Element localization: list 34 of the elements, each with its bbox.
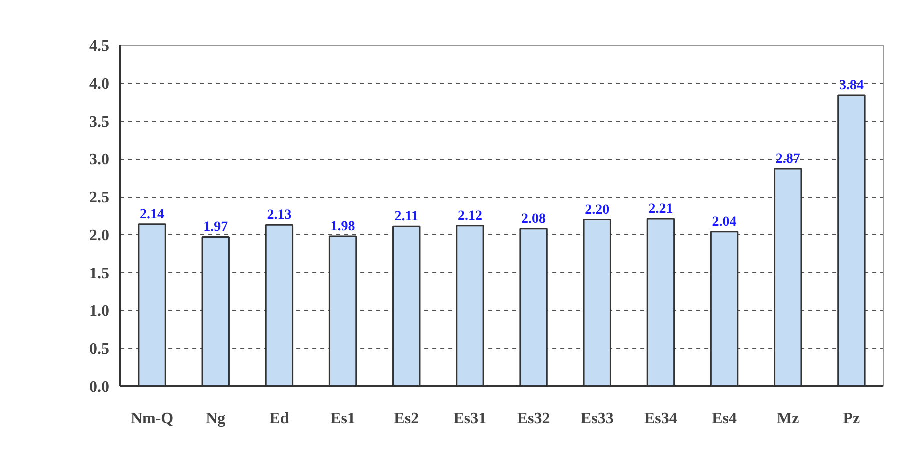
y-tick-label: 3.0 bbox=[90, 152, 110, 169]
x-tick-label: Ed bbox=[270, 410, 290, 428]
y-tick-label: 1.5 bbox=[90, 265, 110, 282]
x-tick-label: Es1 bbox=[330, 410, 356, 428]
y-tick-label: 3.5 bbox=[90, 114, 110, 131]
x-tick-label: Es33 bbox=[580, 410, 614, 428]
y-tick-label: 4.0 bbox=[90, 76, 110, 93]
y-tick-label: 0.0 bbox=[90, 379, 110, 396]
x-tick-label: Es2 bbox=[394, 410, 420, 428]
data-label: 2.13 bbox=[267, 208, 292, 224]
y-tick-label: 2.0 bbox=[90, 227, 110, 244]
y-tick-label: 0.5 bbox=[90, 341, 110, 358]
y-tick-label: 4.5 bbox=[90, 38, 110, 55]
x-tick-label: Mz bbox=[777, 410, 800, 428]
data-label: 2.20 bbox=[585, 202, 610, 218]
y-tick-label: 1.0 bbox=[90, 303, 110, 320]
y-tick-label: 2.5 bbox=[90, 190, 110, 207]
data-label: 2.21 bbox=[648, 202, 674, 218]
data-label: 2.87 bbox=[776, 152, 800, 168]
data-label: 1.98 bbox=[330, 219, 356, 234]
x-tick-label: Es34 bbox=[644, 410, 678, 428]
x-tick-label: Nm-Q bbox=[130, 410, 174, 428]
data-label: 2.08 bbox=[522, 212, 546, 227]
data-label: 3.84 bbox=[839, 78, 864, 94]
x-tick-label: Ng bbox=[206, 410, 226, 428]
data-label: 2.12 bbox=[458, 208, 482, 224]
data-label: 2.14 bbox=[140, 207, 165, 222]
x-tick-label: Es31 bbox=[454, 410, 487, 428]
x-tick-label: Pz bbox=[843, 410, 860, 428]
x-tick-label: Es4 bbox=[712, 410, 737, 428]
data-label: 2.04 bbox=[712, 214, 737, 230]
data-label: 2.11 bbox=[394, 210, 418, 225]
data-label: 1.97 bbox=[204, 220, 228, 236]
x-tick-label: Es32 bbox=[517, 410, 550, 428]
